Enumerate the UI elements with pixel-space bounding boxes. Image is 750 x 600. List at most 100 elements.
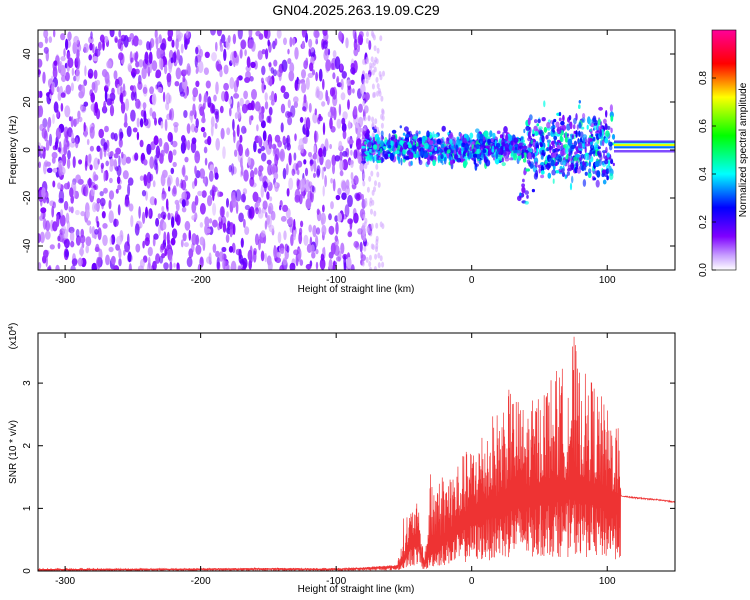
heatmap-cell <box>567 168 572 172</box>
heatmap-cell <box>522 146 526 150</box>
heatmap-cell <box>273 246 278 259</box>
heatmap-cell <box>203 67 209 75</box>
heatmap-cell <box>195 80 200 88</box>
heatmap-cell <box>585 162 589 167</box>
heatmap-cell <box>398 136 401 141</box>
heatmap-cell <box>279 247 285 255</box>
heatmap-cell <box>605 146 608 154</box>
heatmap-cell <box>117 204 121 216</box>
heatmap-cell <box>288 216 294 228</box>
heatmap-cell <box>233 93 240 99</box>
heatmap-cell <box>508 146 513 150</box>
heatmap-cell <box>116 235 123 246</box>
colorbar-tick-label: 0.8 <box>698 71 709 85</box>
heatmap-cell <box>124 199 130 208</box>
heatmap-cell <box>337 187 342 195</box>
heatmap-cell <box>266 115 271 123</box>
heatmap-cell <box>534 130 539 136</box>
colorbar: 0.0 0.2 0.4 0.6 0.8 Normalized spectral ampl… <box>698 29 749 277</box>
heatmap-cell <box>186 139 191 151</box>
heatmap-cell <box>293 228 296 241</box>
heatmap-cell <box>239 258 245 265</box>
heatmap-cell <box>374 118 378 125</box>
heatmap-cell <box>268 62 272 68</box>
heatmap-cell <box>456 157 462 163</box>
heatmap-cell <box>361 160 367 164</box>
heatmap-cell <box>361 145 366 149</box>
heatmap-cell <box>96 256 101 270</box>
heatmap-cell <box>501 162 506 167</box>
heatmap-cell <box>335 194 341 201</box>
heatmap-cell <box>51 205 55 218</box>
heatmap-cell <box>68 206 72 213</box>
heatmap-cell <box>373 266 377 270</box>
heatmap-cell <box>377 252 381 259</box>
heatmap-cell <box>94 184 99 191</box>
heatmap-cell <box>175 67 182 80</box>
heatmap-cell <box>295 163 299 171</box>
heatmap-cell <box>69 231 75 243</box>
heatmap-cell <box>280 215 287 222</box>
heatmap-cell <box>350 79 355 85</box>
x-tick-label: -100 <box>326 576 346 587</box>
heatmap-cell <box>312 225 317 238</box>
heatmap-cell <box>299 259 304 266</box>
heatmap-cell <box>70 82 74 92</box>
heatmap-cell <box>339 170 344 177</box>
heatmap-cell <box>42 118 48 128</box>
heatmap-cell <box>593 142 598 151</box>
heatmap-cell <box>83 43 89 54</box>
heatmap-cell <box>375 246 378 253</box>
heatmap-cell <box>262 200 268 210</box>
heatmap-cell <box>141 190 147 197</box>
heatmap-cell <box>350 149 353 156</box>
heatmap-cell <box>250 115 254 121</box>
heatmap-cell <box>589 128 593 132</box>
heatmap-cell <box>183 138 187 151</box>
heatmap-cell <box>547 132 551 136</box>
heatmap-cell <box>492 132 496 139</box>
heatmap-cell <box>365 150 370 156</box>
heatmap-cell <box>123 35 129 48</box>
heatmap-cell <box>115 188 119 194</box>
x-tick-label: -100 <box>326 275 346 286</box>
heatmap-cell <box>191 201 197 214</box>
heatmap-cell <box>560 168 565 173</box>
heatmap-cell <box>381 261 385 268</box>
heatmap-cell <box>376 90 379 97</box>
heatmap-cell <box>102 223 108 229</box>
heatmap-cell <box>371 116 375 123</box>
heatmap-cell <box>94 101 99 114</box>
heatmap-cell <box>111 87 115 95</box>
heatmap-cell <box>347 120 351 130</box>
heatmap-cell <box>324 46 329 56</box>
heatmap-cell <box>281 59 288 72</box>
heatmap-cell <box>41 187 46 199</box>
heatmap-cell <box>251 89 257 100</box>
heatmap-cell <box>236 107 241 119</box>
heatmap-cell <box>249 76 254 82</box>
heatmap-cell <box>322 185 325 197</box>
heatmap-cell <box>216 256 220 270</box>
heatmap-cell <box>454 154 459 160</box>
heatmap-cell <box>264 101 269 110</box>
heatmap-cell <box>284 142 287 150</box>
heatmap-cell <box>357 155 362 164</box>
heatmap-cell <box>122 83 126 94</box>
heatmap-cell <box>134 68 140 75</box>
heatmap-cell <box>578 122 582 129</box>
heatmap-cell <box>208 170 214 182</box>
heatmap-cell <box>322 146 327 158</box>
heatmap-cell <box>252 250 257 263</box>
heatmap-cell <box>318 147 323 158</box>
heatmap-cell <box>433 133 439 138</box>
heatmap-cell <box>149 38 155 48</box>
heatmap-cell <box>322 122 326 136</box>
heatmap-cell <box>604 137 609 144</box>
heatmap-cell <box>553 118 557 123</box>
heatmap-cell <box>108 210 114 224</box>
heatmap-cell <box>353 149 358 159</box>
heatmap-cell <box>239 49 243 59</box>
heatmap-cell <box>127 177 134 186</box>
heatmap-cell <box>149 196 156 206</box>
